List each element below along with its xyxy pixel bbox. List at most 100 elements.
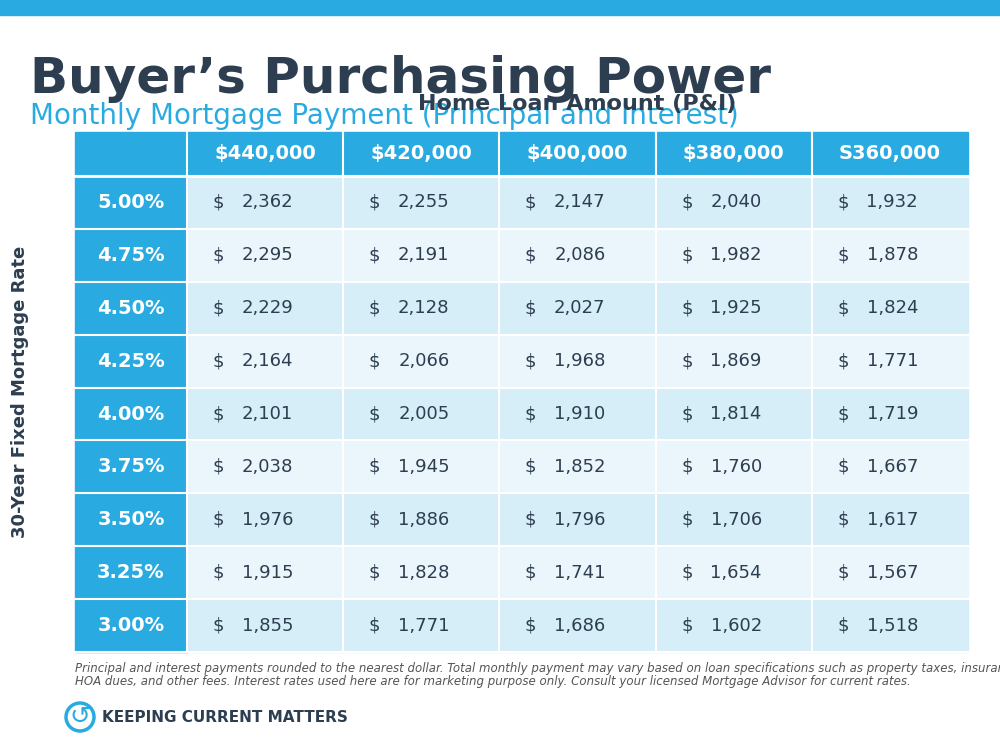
Text: $: $ — [369, 194, 380, 211]
Bar — [656, 132, 812, 176]
Text: $: $ — [837, 299, 849, 317]
Text: $: $ — [212, 458, 224, 476]
Bar — [656, 334, 812, 388]
Text: 4.75%: 4.75% — [97, 246, 165, 265]
Text: $420,000: $420,000 — [370, 145, 472, 164]
Text: $: $ — [212, 564, 224, 582]
Bar — [499, 176, 656, 229]
Text: 1,796: 1,796 — [554, 511, 606, 529]
Text: 1,828: 1,828 — [398, 564, 449, 582]
Text: $: $ — [369, 564, 380, 582]
Text: $: $ — [525, 299, 536, 317]
Text: $: $ — [212, 511, 224, 529]
Text: $: $ — [681, 194, 693, 211]
Text: 1,719: 1,719 — [867, 405, 918, 423]
Text: $: $ — [681, 511, 693, 529]
Text: 2,295: 2,295 — [241, 246, 293, 264]
Bar — [656, 176, 812, 229]
Bar — [812, 440, 968, 494]
Text: $: $ — [681, 299, 693, 317]
Bar — [499, 334, 656, 388]
Text: 1,602: 1,602 — [711, 616, 762, 634]
Bar — [187, 599, 343, 652]
Text: $: $ — [525, 352, 536, 370]
Text: 1,741: 1,741 — [554, 564, 606, 582]
Text: $: $ — [212, 194, 224, 211]
Text: 3.00%: 3.00% — [97, 616, 165, 635]
Bar — [812, 176, 968, 229]
Bar — [75, 229, 187, 282]
Bar — [812, 599, 968, 652]
Text: $: $ — [525, 246, 536, 264]
Bar — [499, 599, 656, 652]
Text: 2,005: 2,005 — [398, 405, 449, 423]
Bar — [187, 494, 343, 546]
Text: $: $ — [837, 616, 849, 634]
Text: 1,771: 1,771 — [398, 616, 449, 634]
Text: 1,814: 1,814 — [710, 405, 762, 423]
Text: 1,667: 1,667 — [867, 458, 918, 476]
Text: 1,932: 1,932 — [866, 194, 918, 211]
Bar — [75, 176, 187, 229]
Text: $: $ — [369, 246, 380, 264]
Text: KEEPING CURRENT MATTERS: KEEPING CURRENT MATTERS — [102, 710, 348, 724]
Bar — [343, 282, 499, 334]
Bar — [0, 0, 1000, 15]
Text: $440,000: $440,000 — [214, 145, 316, 164]
Text: $: $ — [369, 616, 380, 634]
Text: 1,824: 1,824 — [867, 299, 918, 317]
Text: HOA dues, and other fees. Interest rates used here are for marketing purpose onl: HOA dues, and other fees. Interest rates… — [75, 675, 911, 688]
Bar — [656, 229, 812, 282]
Bar — [812, 229, 968, 282]
Text: 2,147: 2,147 — [554, 194, 606, 211]
Text: 1,617: 1,617 — [867, 511, 918, 529]
Bar — [656, 388, 812, 440]
Text: 2,191: 2,191 — [398, 246, 449, 264]
Text: 30-Year Fixed Mortgage Rate: 30-Year Fixed Mortgage Rate — [11, 246, 29, 538]
Bar — [656, 440, 812, 494]
Bar — [499, 388, 656, 440]
Text: 3.75%: 3.75% — [97, 458, 165, 476]
Bar — [75, 132, 187, 176]
Text: $: $ — [525, 511, 536, 529]
Text: 2,128: 2,128 — [398, 299, 449, 317]
Text: 1,982: 1,982 — [710, 246, 762, 264]
Bar — [499, 494, 656, 546]
Bar — [812, 132, 968, 176]
Text: 1,706: 1,706 — [711, 511, 762, 529]
Text: 1,915: 1,915 — [242, 564, 293, 582]
Bar — [75, 388, 187, 440]
Text: $: $ — [212, 616, 224, 634]
Text: $: $ — [837, 564, 849, 582]
Bar — [187, 229, 343, 282]
Text: ↺: ↺ — [70, 705, 90, 729]
Text: Home Loan Amount (P&I): Home Loan Amount (P&I) — [418, 94, 737, 114]
Bar — [812, 546, 968, 599]
Bar — [75, 599, 187, 652]
Bar — [75, 546, 187, 599]
Bar — [499, 440, 656, 494]
Text: $: $ — [681, 405, 693, 423]
Text: 1,886: 1,886 — [398, 511, 449, 529]
Text: $: $ — [525, 458, 536, 476]
Text: 2,027: 2,027 — [554, 299, 606, 317]
Text: $: $ — [212, 246, 224, 264]
Bar — [187, 334, 343, 388]
Text: $: $ — [681, 616, 693, 634]
Bar — [187, 176, 343, 229]
Text: Monthly Mortgage Payment (Principal and Interest): Monthly Mortgage Payment (Principal and … — [30, 102, 739, 130]
Text: 2,255: 2,255 — [398, 194, 449, 211]
Bar — [343, 334, 499, 388]
Bar — [812, 334, 968, 388]
Bar — [75, 282, 187, 334]
Text: $: $ — [681, 564, 693, 582]
Bar — [75, 334, 187, 388]
Text: $: $ — [369, 458, 380, 476]
Bar — [343, 440, 499, 494]
Text: 2,040: 2,040 — [711, 194, 762, 211]
Bar — [499, 132, 656, 176]
Text: 1,945: 1,945 — [398, 458, 449, 476]
Text: $: $ — [212, 405, 224, 423]
Text: $: $ — [837, 511, 849, 529]
Text: 4.25%: 4.25% — [97, 352, 165, 370]
